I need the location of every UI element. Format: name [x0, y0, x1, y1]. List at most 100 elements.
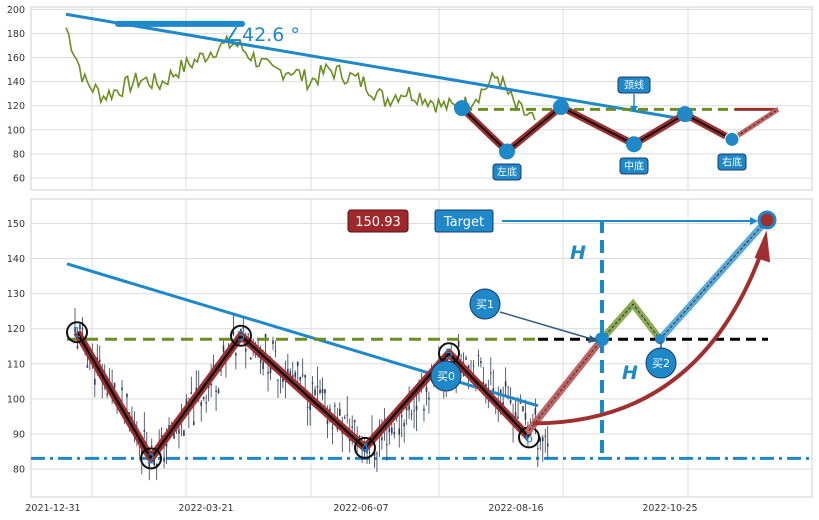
candle-body: [524, 413, 527, 420]
candle-body: [190, 392, 193, 395]
candle-body: [351, 426, 353, 428]
top-neckline-badge-label: 颈线: [624, 79, 644, 92]
candle-body: [148, 460, 151, 467]
candle-body: [113, 382, 116, 388]
candle-body: [324, 389, 326, 394]
candle-body: [490, 372, 492, 374]
candle-body: [299, 376, 302, 381]
top-pivot-dot: [626, 136, 642, 153]
candle-body: [316, 385, 319, 388]
top-projection-core: [731, 108, 779, 140]
candle-body: [96, 357, 99, 360]
candle-body: [215, 390, 217, 392]
candle-body: [235, 353, 237, 356]
candle-body: [210, 383, 212, 386]
pattern-point-label: 2: [147, 452, 155, 467]
top-y-tick-label: 180: [7, 29, 25, 40]
top-pivot-dot: [677, 106, 693, 123]
candle-body: [173, 432, 175, 439]
candle-body: [541, 437, 544, 442]
candle-body: [537, 448, 539, 450]
candle-body: [79, 324, 81, 330]
top-left-bottom-badge-label: 左底: [497, 166, 517, 179]
top-y-tick-label: 200: [7, 5, 25, 16]
bottom-y-tick-label: 140: [7, 254, 25, 265]
candle-body: [339, 408, 341, 416]
candle-body: [183, 430, 185, 437]
candle-body: [311, 382, 314, 384]
bottom-pullback-core: [601, 303, 661, 340]
candle-body: [289, 371, 292, 378]
bottom-y-tick-label: 130: [7, 289, 25, 300]
candle-body: [267, 371, 269, 374]
top-y-tick-label: 140: [7, 77, 25, 88]
candle-body: [202, 396, 205, 399]
bottom-height-label-bottom: H: [622, 362, 638, 384]
bottom-zigzag-core: [75, 331, 530, 460]
candle-body: [242, 326, 245, 329]
top-y-tick-label: 160: [7, 53, 25, 64]
candle-body: [143, 429, 146, 432]
candle-body: [121, 387, 123, 391]
candle-body: [74, 326, 76, 333]
bottom-retest-point: [655, 334, 665, 345]
top-panel: 60 80 100 120 140 160 180 200 ∠42.6 ° 左底 中底 右底 颈线: [7, 5, 813, 191]
pattern-point-circle: [354, 436, 376, 459]
candle-body: [415, 405, 418, 411]
candle-body: [185, 399, 188, 405]
top-y-tick-label: 60: [13, 173, 25, 184]
top-pivot-dot: [724, 131, 740, 147]
candle-body: [346, 414, 349, 416]
pattern-point-label: 5: [445, 347, 453, 362]
candle-body: [544, 435, 547, 437]
top-right-bottom-badge-box: [717, 153, 747, 171]
candle-body: [193, 421, 195, 425]
top-angle-label: ∠42.6 °: [225, 24, 300, 46]
candle-body: [334, 405, 336, 407]
bottom-y-tick-label: 80: [13, 464, 25, 475]
candle-body: [178, 428, 180, 434]
candle-body: [240, 328, 242, 333]
bottom-projection-red-core: [528, 338, 603, 431]
candle-body: [205, 402, 207, 404]
bottom-target-badge-label: Target: [443, 215, 484, 230]
candle-body: [480, 361, 482, 364]
pattern-point-circle: [230, 324, 252, 347]
candle-body: [287, 368, 289, 375]
candle-body: [321, 389, 324, 394]
buy0-marker-label: 买0: [437, 370, 455, 383]
top-y-tick-label: 120: [7, 101, 25, 112]
candle-body: [220, 370, 222, 372]
candle-body: [160, 435, 163, 438]
candle-body: [499, 389, 502, 395]
candle-body: [200, 402, 203, 406]
top-zigzag-core: [461, 105, 733, 153]
candle-body: [153, 459, 155, 466]
candle-body: [106, 393, 108, 396]
candle-body: [331, 427, 334, 429]
candle-body: [244, 348, 247, 352]
candle-body: [502, 402, 504, 405]
x-tick-label: 2022-08-16: [488, 503, 543, 514]
candle-body: [319, 389, 321, 393]
candle-body: [522, 406, 524, 412]
bottom-panel-frame: [30, 198, 813, 498]
candle-body: [534, 408, 537, 415]
buy1-marker-circle: [469, 288, 501, 320]
top-y-tick-label: 80: [13, 149, 25, 160]
bottom-y-tick-label: 120: [7, 324, 25, 335]
bottom-break-point: [595, 332, 609, 347]
candle-body: [272, 340, 274, 344]
candle-body: [376, 453, 378, 455]
candle-body: [86, 365, 89, 368]
top-neckline-pointer-head: [630, 106, 638, 112]
candle-body: [274, 350, 277, 352]
candle-body: [408, 405, 410, 411]
top-middle-bottom-badge-box: [619, 157, 649, 175]
pattern-point-label: 6: [525, 431, 533, 446]
buy1-marker-label: 买1: [476, 298, 494, 311]
bottom-rise-core: [659, 219, 768, 340]
x-tick-label: 2022-10-25: [642, 503, 697, 514]
candle-body: [398, 428, 401, 435]
